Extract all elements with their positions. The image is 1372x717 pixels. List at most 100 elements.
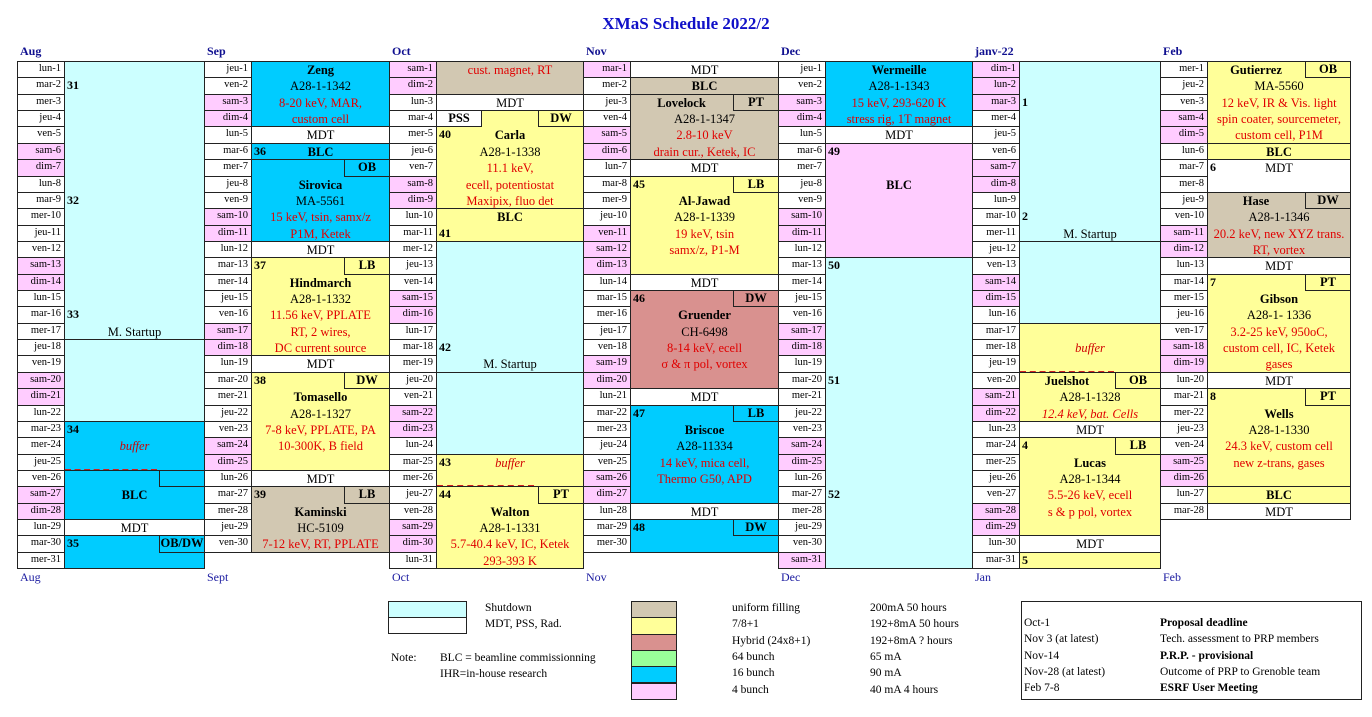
block-text: MDT bbox=[885, 128, 913, 143]
day-cell: sam-4 bbox=[1160, 110, 1208, 128]
block-text: 7-8 keV, PPLATE, PA bbox=[265, 422, 376, 437]
week-number: 50 bbox=[828, 258, 840, 273]
day-cell: mer-16 bbox=[583, 306, 631, 324]
week-number: 39 bbox=[254, 487, 266, 502]
block-text: MDT bbox=[1265, 504, 1293, 519]
block-text: MDT bbox=[306, 128, 335, 143]
block-text: 8-14 keV, ecell bbox=[666, 341, 743, 356]
week-number: 1 bbox=[1022, 94, 1028, 109]
week-number: 44 bbox=[439, 487, 451, 502]
day-cell: dim-15 bbox=[972, 290, 1020, 308]
day-cell: mer-4 bbox=[972, 110, 1020, 128]
session-type-tag: PT bbox=[733, 94, 778, 112]
block-text: BLC bbox=[307, 144, 334, 159]
schedule-block-aug-buf: buffer bbox=[64, 420, 205, 471]
block-text: BLC bbox=[886, 177, 912, 192]
week-number: 46 bbox=[633, 291, 645, 306]
day-cell: dim-6 bbox=[583, 142, 631, 161]
day-cell: mar-9 bbox=[17, 191, 65, 210]
fill-mode-label: 4 bunch bbox=[732, 683, 769, 696]
block-text: 12.4 keV, bat. Cells bbox=[1041, 406, 1139, 421]
day-cell: ven-21 bbox=[389, 388, 437, 406]
day-cell: jeu-9 bbox=[1160, 191, 1208, 210]
day-cell: jeu-29 bbox=[204, 519, 252, 537]
block-text: new z-trans, gases bbox=[1233, 455, 1325, 470]
schedule-block-sep-blc: BLC bbox=[251, 142, 390, 161]
day-cell: jeu-1 bbox=[778, 61, 826, 79]
day-cell: ven-20 bbox=[972, 371, 1020, 390]
day-cell: jeu-15 bbox=[204, 290, 252, 308]
day-cell: jeu-13 bbox=[389, 257, 437, 275]
block-text: custom cell, P1M bbox=[1235, 128, 1323, 143]
day-cell: jeu-25 bbox=[17, 453, 65, 471]
day-cell: ven-9 bbox=[204, 191, 252, 210]
day-cell: sam-17 bbox=[204, 322, 252, 341]
user-name: Lovelock bbox=[657, 95, 706, 110]
day-cell: mer-21 bbox=[778, 388, 826, 406]
proposal-number: A28-11334 bbox=[676, 439, 733, 454]
block-text: 12 keV, IR & Vis. light bbox=[1221, 95, 1337, 110]
day-cell: mar-4 bbox=[389, 110, 437, 128]
day-cell: mer-2 bbox=[583, 77, 631, 95]
day-cell: lun-2 bbox=[972, 77, 1020, 95]
day-cell: lun-10 bbox=[389, 208, 437, 226]
day-cell: jeu-20 bbox=[389, 371, 437, 390]
deadlines-box: Oct-1 Proposal deadline Nov 3 (at latest) T… bbox=[1021, 601, 1362, 700]
day-cell: ven-4 bbox=[583, 110, 631, 128]
day-cell: mer-5 bbox=[389, 126, 437, 144]
user-name: Hase bbox=[1242, 193, 1270, 208]
user-name: Juelshot bbox=[1044, 373, 1090, 388]
schedule-block-oct-kam: cust. magnet, RT bbox=[436, 61, 584, 95]
day-cell: jeu-27 bbox=[389, 486, 437, 504]
schedule-block-carla: DW PSS Carla A28-1-1338 11.1 keV, ecell, pote… bbox=[436, 110, 584, 210]
day-cell: dim-8 bbox=[972, 175, 1020, 193]
day-cell: ven-26 bbox=[17, 470, 65, 488]
day-cell: ven-12 bbox=[17, 240, 65, 259]
schedule-block-feb-blc1: BLC bbox=[1207, 142, 1351, 161]
day-cell: ven-13 bbox=[972, 257, 1020, 275]
month-header: Aug bbox=[20, 44, 42, 58]
session-type-tag: LB bbox=[344, 258, 389, 275]
day-cell: dim-11 bbox=[778, 224, 826, 242]
day-cell: dim-5 bbox=[1160, 126, 1208, 144]
legend-swatch-bunch64 bbox=[631, 649, 677, 668]
block-text: BLC bbox=[691, 79, 718, 94]
day-cell: sam-28 bbox=[972, 502, 1020, 521]
week-number: 41 bbox=[439, 225, 451, 240]
schedule-block-feb-blc2: BLC bbox=[1207, 486, 1351, 504]
user-name: Zeng bbox=[306, 63, 335, 77]
day-cell: mar-8 bbox=[583, 175, 631, 193]
day-cell: dim-18 bbox=[778, 339, 826, 357]
schedule-block-hindmarch: LB Hindmarch A28-1-1332 11.56 keV, PPLATE RT… bbox=[251, 257, 390, 357]
day-cell: mar-14 bbox=[1160, 273, 1208, 292]
proposal-number: A28-1-1327 bbox=[289, 406, 352, 421]
day-cell: sam-18 bbox=[1160, 339, 1208, 357]
block-text: P1M, Ketek bbox=[290, 226, 351, 241]
day-cell: sam-12 bbox=[583, 240, 631, 259]
week-number: 49 bbox=[828, 143, 840, 158]
day-cell: jeu-10 bbox=[583, 208, 631, 226]
deadline-event: P.R.P. - provisional bbox=[1160, 649, 1254, 662]
month-footer: Jan bbox=[975, 570, 991, 584]
block-text: 20.2 keV, new XYZ trans. bbox=[1213, 226, 1345, 241]
day-cell: sam-5 bbox=[583, 126, 631, 144]
day-cell: dim-22 bbox=[972, 404, 1020, 422]
week-number: 48 bbox=[633, 520, 645, 535]
deadline-date: Nov 3 (at latest) bbox=[1024, 633, 1099, 646]
day-cell: dim-1 bbox=[972, 61, 1020, 79]
proposal-number: A28-1-1344 bbox=[1059, 471, 1121, 486]
deadline-event: ESRF User Meeting bbox=[1160, 682, 1258, 695]
day-cell: lun-19 bbox=[204, 355, 252, 373]
fill-mode-label: Hybrid (24x8+1) bbox=[732, 634, 811, 647]
day-cell: sam-24 bbox=[204, 437, 252, 455]
day-cell: mar-7 bbox=[1160, 159, 1208, 177]
user-name: Carla bbox=[494, 128, 526, 143]
schedule-block-lovelock: PT Lovelock A28-1-1347 2.8-10 keV drain cur.… bbox=[630, 93, 779, 161]
day-cell: jeu-17 bbox=[583, 322, 631, 341]
fill-mode-label: 7/8+1 bbox=[732, 618, 759, 631]
schedule-block-sep-mdt1: MDT bbox=[251, 126, 390, 144]
month-footer: Nov bbox=[586, 570, 607, 584]
block-text: MDT bbox=[1265, 259, 1293, 274]
day-cell: ven-3 bbox=[1160, 93, 1208, 112]
day-cell: ven-28 bbox=[389, 502, 437, 521]
